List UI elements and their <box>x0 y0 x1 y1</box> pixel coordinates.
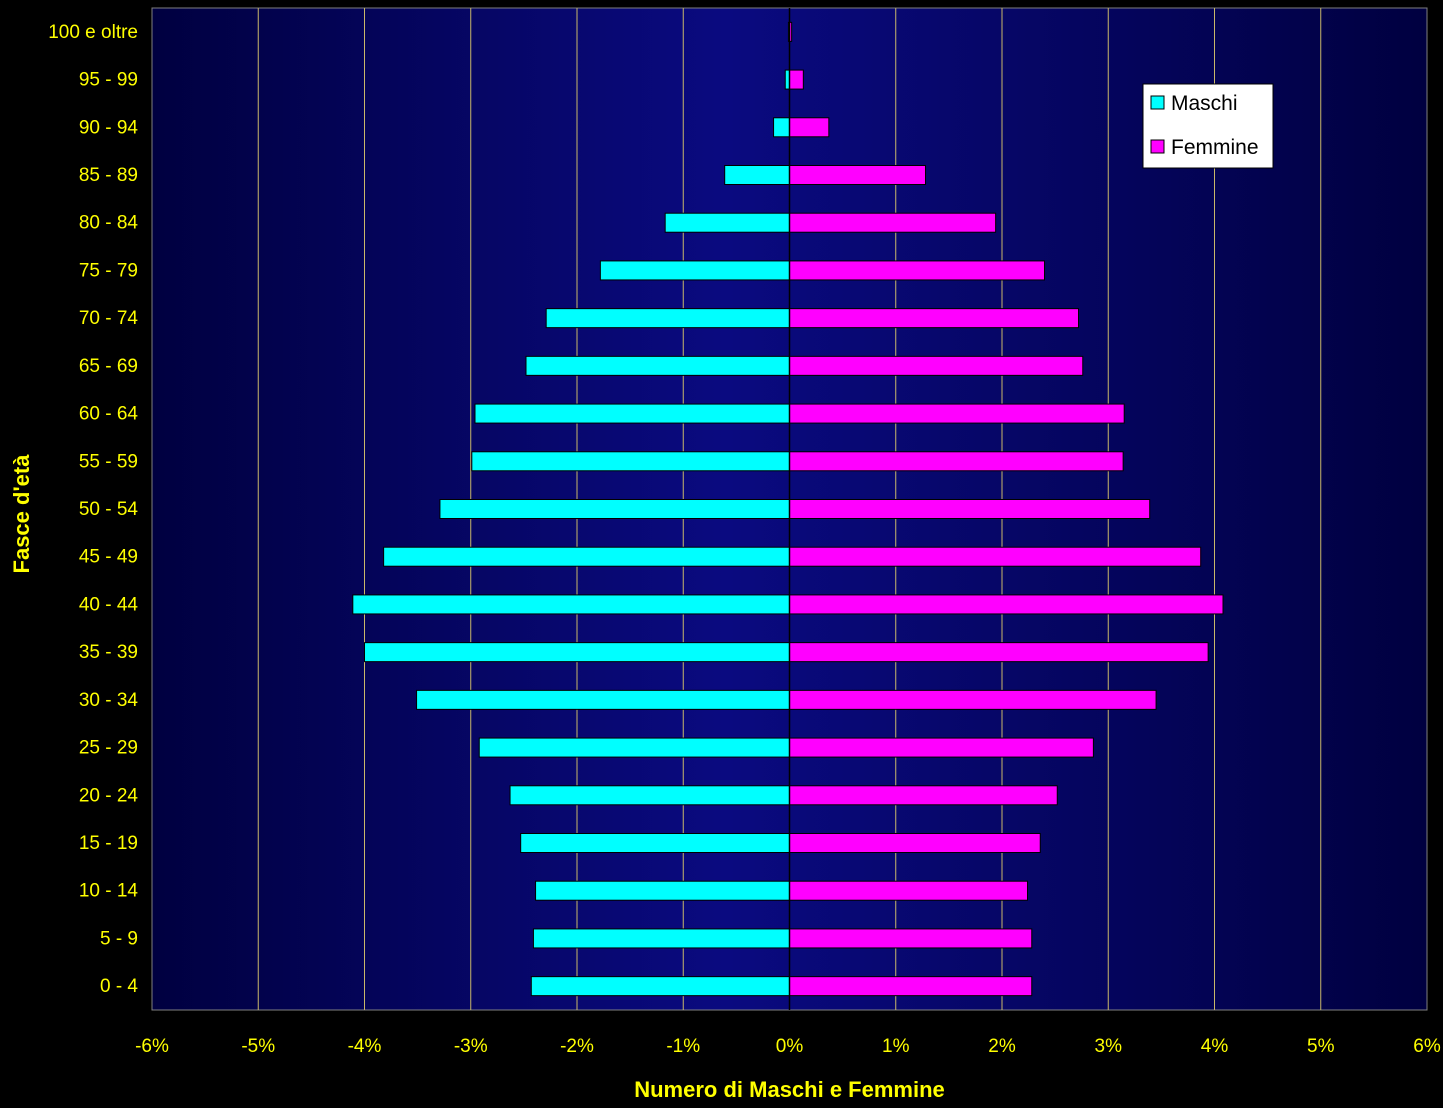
bar-maschi <box>520 833 790 853</box>
bar-maschi <box>439 499 790 519</box>
bar-femmine <box>789 546 1202 567</box>
bar-maschi <box>352 594 790 615</box>
bar-maschi <box>478 737 790 758</box>
bar-femmine <box>789 117 830 138</box>
legend: Maschi Femmine <box>1142 83 1274 169</box>
bar-femmine <box>789 355 1084 376</box>
y-tick-label: 95 - 99 <box>79 70 138 91</box>
bar-maschi <box>664 212 790 233</box>
bar-maschi <box>773 117 790 138</box>
x-axis-label: Numero di Maschi e Femmine <box>634 1077 945 1102</box>
bar-maschi <box>364 642 790 663</box>
x-tick-label: 2% <box>988 1036 1016 1057</box>
x-tick-label: -2% <box>560 1036 594 1057</box>
y-tick-label: 0 - 4 <box>100 976 138 997</box>
y-tick-label: 30 - 34 <box>79 690 139 711</box>
legend-swatch-femmine <box>1150 139 1165 154</box>
bar-maschi <box>724 165 790 185</box>
bar-maschi <box>545 308 790 329</box>
x-tick-label: 1% <box>882 1036 910 1057</box>
bar-maschi <box>509 785 790 806</box>
bar-femmine <box>789 451 1124 472</box>
y-tick-label: 40 - 44 <box>79 594 139 615</box>
bar-femmine <box>789 260 1045 281</box>
bar-femmine <box>789 833 1041 853</box>
y-tick-label: 65 - 69 <box>79 356 138 377</box>
bar-maschi <box>416 689 790 710</box>
y-tick-label: 60 - 64 <box>79 404 139 425</box>
x-tick-labels: -6% -5% -4% -3% -2% -1% 0% 1% 2% 3% 4% 5% 6% <box>135 1036 1441 1057</box>
x-tick-label: 3% <box>1095 1036 1123 1057</box>
bar-maschi <box>535 880 790 901</box>
bar-femmine <box>789 880 1028 901</box>
y-tick-label: 5 - 9 <box>100 928 138 949</box>
bar-femmine <box>789 689 1157 710</box>
bar-maschi <box>474 403 790 424</box>
x-tick-label: -6% <box>135 1036 169 1057</box>
legend-swatch-maschi <box>1150 95 1165 110</box>
bar-femmine <box>789 212 997 233</box>
bar-maschi <box>599 260 790 281</box>
y-tick-label: 25 - 29 <box>79 738 138 759</box>
bar-femmine <box>789 928 1033 949</box>
legend-box <box>1142 83 1274 169</box>
bar-femmine <box>789 642 1209 663</box>
bar-maschi <box>471 451 790 472</box>
y-tick-label: 85 - 89 <box>79 165 138 186</box>
bar-femmine <box>789 737 1094 758</box>
x-tick-label: -3% <box>454 1036 488 1057</box>
bar-femmine <box>789 785 1058 806</box>
x-tick-label: 0% <box>776 1036 804 1057</box>
y-tick-label: 45 - 49 <box>79 547 138 568</box>
x-tick-label: 5% <box>1307 1036 1335 1057</box>
y-tick-label: 75 - 79 <box>79 260 138 281</box>
legend-label-femmine: Femmine <box>1171 136 1259 159</box>
x-tick-label: -5% <box>241 1036 275 1057</box>
bar-maschi <box>532 928 790 949</box>
y-tick-label: 55 - 59 <box>79 451 138 472</box>
x-tick-label: 6% <box>1413 1036 1441 1057</box>
y-tick-label: 10 - 14 <box>79 881 139 902</box>
x-tick-label: 4% <box>1201 1036 1229 1057</box>
y-tick-label: 70 - 74 <box>79 308 139 329</box>
legend-label-maschi: Maschi <box>1171 92 1238 115</box>
bar-femmine <box>789 308 1079 329</box>
x-tick-label: -4% <box>348 1036 382 1057</box>
bar-femmine <box>789 165 926 185</box>
y-tick-labels: 0 - 4 5 - 9 10 - 14 15 - 19 20 - 24 25 - 29 30… <box>48 22 138 997</box>
y-tick-label: 90 - 94 <box>79 117 139 138</box>
y-tick-label: 20 - 24 <box>79 785 139 806</box>
y-tick-label: 80 - 84 <box>79 213 139 234</box>
bar-femmine <box>789 499 1151 519</box>
y-tick-label: 50 - 54 <box>79 499 139 520</box>
bar-femmine <box>789 594 1224 615</box>
y-axis-label: Fasce d'età <box>9 454 34 574</box>
bar-maschi <box>525 355 790 376</box>
x-tick-label: -1% <box>666 1036 700 1057</box>
y-tick-label: 100 e oltre <box>48 22 138 43</box>
bars <box>352 21 1224 997</box>
bar-femmine <box>789 976 1033 997</box>
bar-maschi <box>383 546 790 567</box>
bar-femmine <box>789 403 1125 424</box>
y-tick-label: 35 - 39 <box>79 642 138 663</box>
y-tick-label: 15 - 19 <box>79 833 138 854</box>
bar-maschi <box>530 976 790 997</box>
bar-femmine <box>789 69 804 90</box>
